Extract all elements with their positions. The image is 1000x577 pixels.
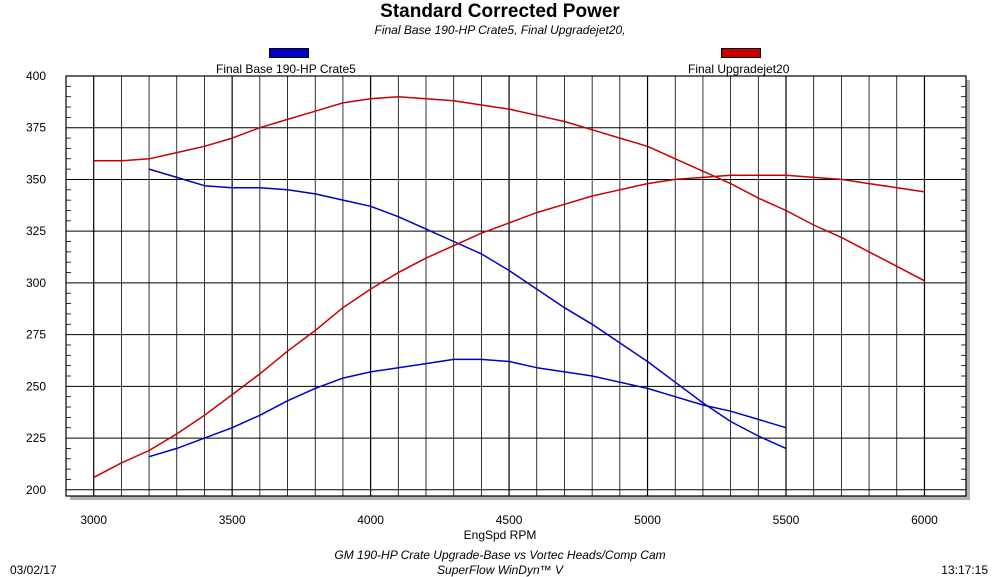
x-tick-label: 5500: [773, 513, 800, 527]
footer-date: 03/02/17: [10, 563, 57, 577]
x-tick-label: 5000: [634, 513, 661, 527]
y-tick-label: 250: [26, 379, 46, 393]
x-tick-label: 6000: [911, 513, 938, 527]
x-tick-label: 3000: [80, 513, 107, 527]
series-line-1-1: [93, 174, 925, 479]
series-line-1-0: [93, 95, 925, 282]
x-axis-label: EngSpd RPM: [463, 528, 537, 542]
y-tick-label: 200: [26, 483, 46, 497]
legend-label-upgrade: Final Upgradejet20: [688, 62, 790, 76]
y-tick-label: 225: [26, 431, 46, 445]
footer-description: GM 190-HP Crate Upgrade-Base vs Vortec H…: [334, 548, 666, 562]
y-tick-label: 300: [26, 276, 46, 290]
footer-software: SuperFlow WinDyn™ V: [437, 563, 563, 577]
y-tick-label: 375: [26, 121, 46, 135]
plot-area: [65, 75, 967, 497]
chart-subtitle: Final Base 190-HP Crate5, Final Upgradej…: [374, 23, 626, 37]
y-tick-label: 275: [26, 328, 46, 342]
chart-title: Standard Corrected Power: [380, 1, 620, 22]
x-tick-label: 4000: [357, 513, 384, 527]
x-tick-label: 3500: [219, 513, 246, 527]
legend-label-base: Final Base 190-HP Crate5: [216, 62, 356, 76]
legend-swatch-base: [269, 48, 309, 58]
y-tick-label: 325: [26, 224, 46, 238]
series-line-0-1: [148, 358, 787, 458]
y-tick-label: 350: [26, 172, 46, 186]
y-tick-label: 400: [26, 69, 46, 83]
footer-time: 13:17:15: [941, 563, 988, 577]
series-line-0-0: [148, 168, 787, 450]
x-tick-label: 4500: [496, 513, 523, 527]
legend-swatch-upgrade: [721, 48, 761, 58]
